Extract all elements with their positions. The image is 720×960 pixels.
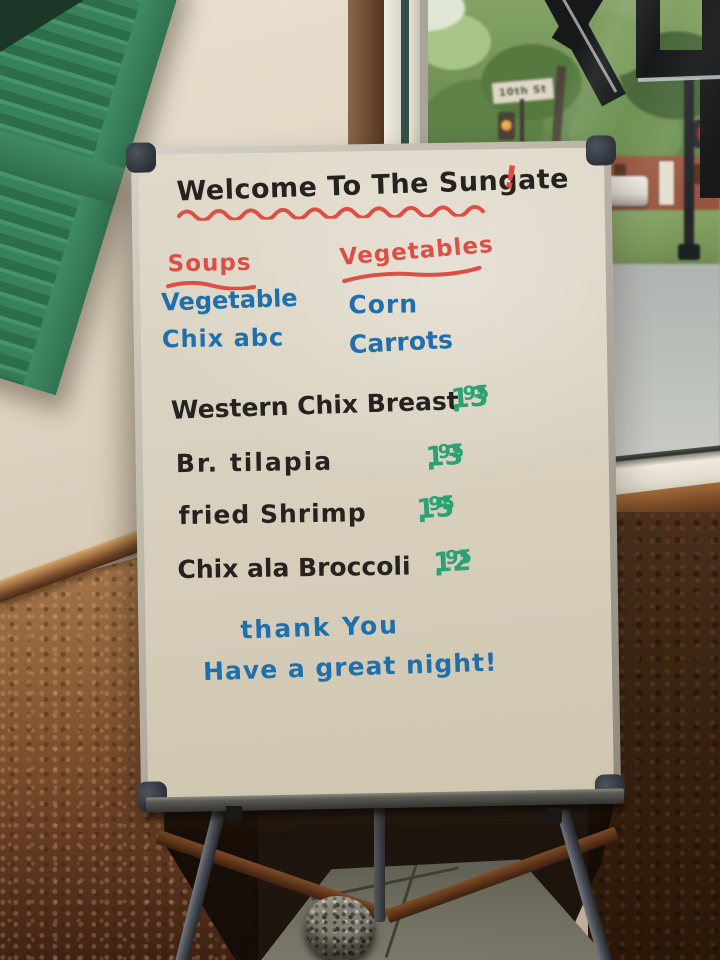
underline-icon <box>342 265 482 284</box>
menu-item-name: Chix ala Broccoli <box>177 551 411 585</box>
easel-leg-center <box>374 804 385 922</box>
granite-rock <box>305 896 375 960</box>
building-door <box>658 160 675 206</box>
tray-hook <box>226 806 242 823</box>
traffic-signal-pole <box>684 52 694 258</box>
wavy-underline-icon <box>176 204 485 222</box>
section-heading-soups: Soups <box>167 249 252 278</box>
menu-item-price: 13.95 <box>449 381 490 419</box>
menu-item-price: 13.95 <box>424 439 465 477</box>
menu-item-price: 15.95 <box>415 491 456 530</box>
whiteboard: Welcome To The Sungate ! Soups Vegetable… <box>125 135 626 812</box>
menu-text: Welcome To The Sungate ! Soups Vegetable… <box>131 140 621 807</box>
amber-light <box>501 120 512 131</box>
hanging-wire-icon <box>284 805 340 821</box>
tray-hook <box>546 808 562 825</box>
menu-item-name: Br. tilapia <box>175 446 334 479</box>
traffic-light-back <box>498 112 515 140</box>
menu-item-price: 12.95 <box>432 545 473 583</box>
underline-icon <box>166 280 257 291</box>
soup-item: Chix abc <box>161 323 285 354</box>
menu-item-name: fried Shrimp <box>178 498 367 531</box>
menu-item-name: Western Chix Breast <box>170 386 460 425</box>
closing-line-2: Have a great night! <box>202 647 498 687</box>
vegetable-item: Corn <box>348 289 419 320</box>
closing-line-1: thank You <box>239 610 400 645</box>
window-sign-letters-icon <box>544 0 720 198</box>
signal-pole-base <box>678 244 700 260</box>
section-heading-vegetables: Vegetables <box>338 231 495 271</box>
vegetable-item: Carrots <box>348 324 454 360</box>
soup-item: Vegetable <box>160 284 299 317</box>
parked-vehicle <box>606 176 648 206</box>
street-sign-pole <box>520 99 524 165</box>
